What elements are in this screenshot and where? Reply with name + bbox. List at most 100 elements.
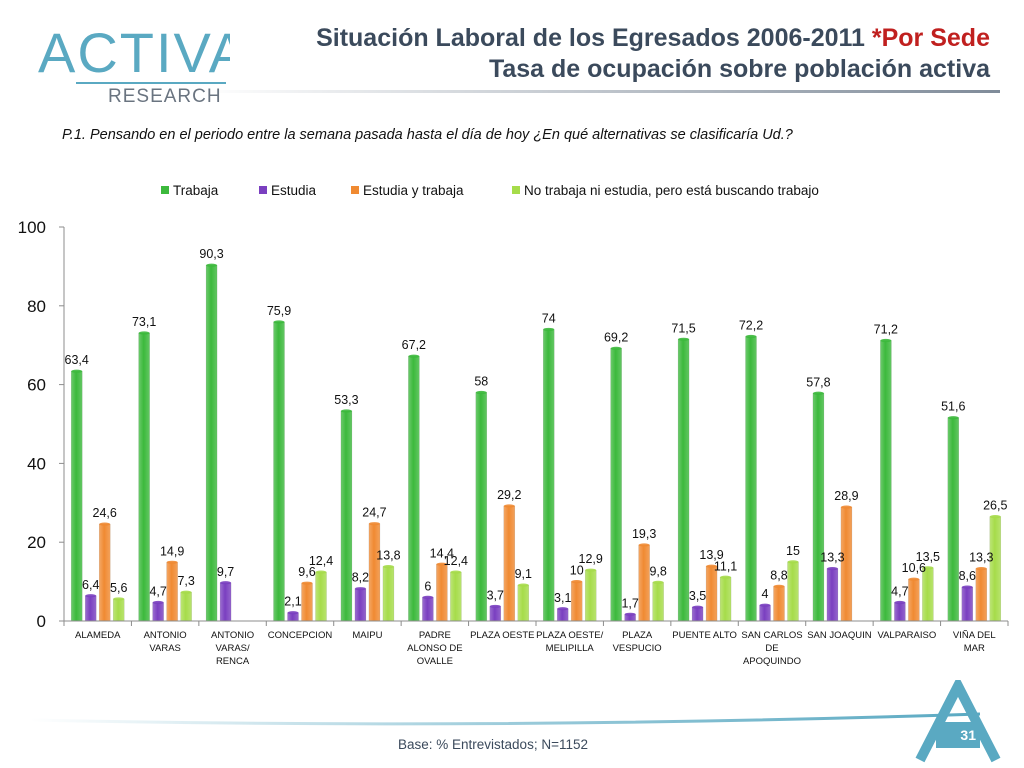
bar-cap bbox=[543, 327, 555, 332]
x-tick-label: PADRE bbox=[419, 630, 451, 641]
data-label: 12,4 bbox=[309, 554, 333, 568]
bar-cap bbox=[610, 346, 622, 350]
bar-cap bbox=[475, 390, 487, 395]
bar-cap bbox=[787, 560, 799, 564]
bar bbox=[787, 561, 799, 622]
data-label: 13,8 bbox=[376, 549, 400, 563]
bar bbox=[745, 336, 757, 622]
x-axis: ALAMEDA ANTONIO VARAS ANTONIO VARAS/RENCA CON… bbox=[63, 620, 1009, 667]
bar bbox=[436, 564, 448, 622]
bar-cap bbox=[908, 577, 920, 581]
title-underline bbox=[200, 90, 1000, 93]
bar-cap bbox=[408, 354, 420, 358]
bar bbox=[961, 586, 974, 622]
bar-cap bbox=[947, 416, 959, 420]
bar-cap bbox=[152, 600, 164, 605]
bar-cap bbox=[880, 338, 892, 343]
bar bbox=[922, 567, 934, 622]
bar bbox=[584, 569, 597, 622]
data-label: 5,6 bbox=[110, 581, 127, 595]
bar-cap bbox=[287, 611, 299, 615]
bar-cap bbox=[301, 581, 313, 585]
bar bbox=[975, 568, 988, 622]
legend-swatch bbox=[512, 186, 520, 194]
bar bbox=[894, 602, 906, 622]
data-label: 69,2 bbox=[604, 330, 628, 344]
bar-cap bbox=[894, 600, 906, 605]
bar-cap bbox=[450, 570, 462, 574]
logo-subtext: RESEARCH bbox=[108, 86, 222, 106]
data-label: 24,6 bbox=[93, 506, 117, 520]
bar bbox=[947, 417, 960, 622]
data-label: 28,9 bbox=[834, 489, 858, 503]
bar bbox=[408, 355, 420, 622]
bar-cap bbox=[368, 522, 380, 526]
bar bbox=[570, 581, 583, 622]
data-label: 3,5 bbox=[689, 589, 706, 603]
bar bbox=[691, 606, 704, 622]
bar bbox=[354, 588, 367, 622]
data-label: 12,9 bbox=[579, 552, 603, 566]
x-tick-label: PLAZA bbox=[622, 630, 653, 641]
x-tick-label: OVALLE bbox=[417, 656, 453, 667]
page-title-accent: *Por Sede bbox=[864, 24, 990, 52]
bar-cap bbox=[220, 581, 232, 585]
bar-cap bbox=[557, 607, 569, 611]
bar-cap bbox=[706, 564, 718, 568]
bar-cap bbox=[961, 585, 973, 589]
bar-cap bbox=[206, 263, 218, 267]
bar-cap bbox=[382, 565, 394, 569]
data-label: 51,6 bbox=[941, 400, 965, 414]
bar bbox=[812, 393, 825, 622]
bar bbox=[340, 410, 353, 622]
data-label: 9,6 bbox=[298, 565, 315, 579]
data-label: 26,5 bbox=[983, 499, 1007, 513]
data-label: 7,3 bbox=[177, 574, 194, 588]
legend-label: No trabaja ni estudia, pero está buscand… bbox=[524, 183, 819, 198]
bar-cap bbox=[138, 331, 150, 335]
data-label: 72,2 bbox=[739, 319, 763, 333]
data-label: 10 bbox=[570, 564, 584, 578]
bar-cap bbox=[315, 570, 327, 574]
data-label: 58 bbox=[474, 374, 488, 388]
y-axis: 0 20 40 60 80 100 bbox=[18, 218, 65, 631]
data-label: 2,1 bbox=[284, 595, 301, 609]
bar-cap bbox=[503, 504, 515, 508]
data-label: 19,3 bbox=[632, 527, 656, 541]
bar-cap bbox=[180, 590, 192, 594]
data-label: 6,4 bbox=[82, 578, 99, 592]
bar bbox=[503, 505, 516, 622]
bar bbox=[638, 544, 650, 622]
bar bbox=[542, 329, 555, 622]
data-label: 71,5 bbox=[671, 321, 695, 335]
bar bbox=[422, 597, 434, 622]
legend-swatch bbox=[161, 186, 169, 194]
x-tick-label: SAN CARLOS bbox=[741, 630, 802, 641]
bar-cap bbox=[975, 566, 987, 571]
bar bbox=[475, 392, 488, 622]
data-label: 9,1 bbox=[515, 567, 532, 581]
bar-cap bbox=[113, 597, 125, 601]
data-label: 11,1 bbox=[714, 559, 737, 573]
x-tick-label: ANTONIO bbox=[211, 630, 254, 641]
x-tick-label: VARAS/ bbox=[216, 643, 251, 654]
legend-label: Estudia bbox=[271, 183, 317, 198]
bar-cap bbox=[745, 334, 757, 339]
legend-swatch bbox=[351, 186, 359, 194]
data-label: 14,9 bbox=[160, 544, 184, 558]
data-label: 13,9 bbox=[699, 548, 723, 562]
x-tick-label: RENCA bbox=[216, 656, 250, 667]
title-block: Situación Laboral de los Egresados 2006-… bbox=[316, 24, 990, 84]
bar bbox=[152, 602, 164, 622]
bar bbox=[84, 595, 97, 622]
data-label: 8,8 bbox=[770, 568, 787, 582]
bar-marks bbox=[70, 263, 1002, 622]
data-label: 13,3 bbox=[820, 551, 844, 565]
survey-question: P.1. Pensando en el periodo entre la sem… bbox=[62, 127, 793, 143]
legend-swatch bbox=[259, 186, 267, 194]
y-tick-label: 40 bbox=[27, 454, 46, 473]
bar bbox=[98, 523, 111, 622]
bar bbox=[773, 586, 785, 622]
x-tick-label: PLAZA OESTE/ bbox=[536, 630, 603, 641]
x-tick-label: VIÑA DEL bbox=[953, 630, 996, 641]
